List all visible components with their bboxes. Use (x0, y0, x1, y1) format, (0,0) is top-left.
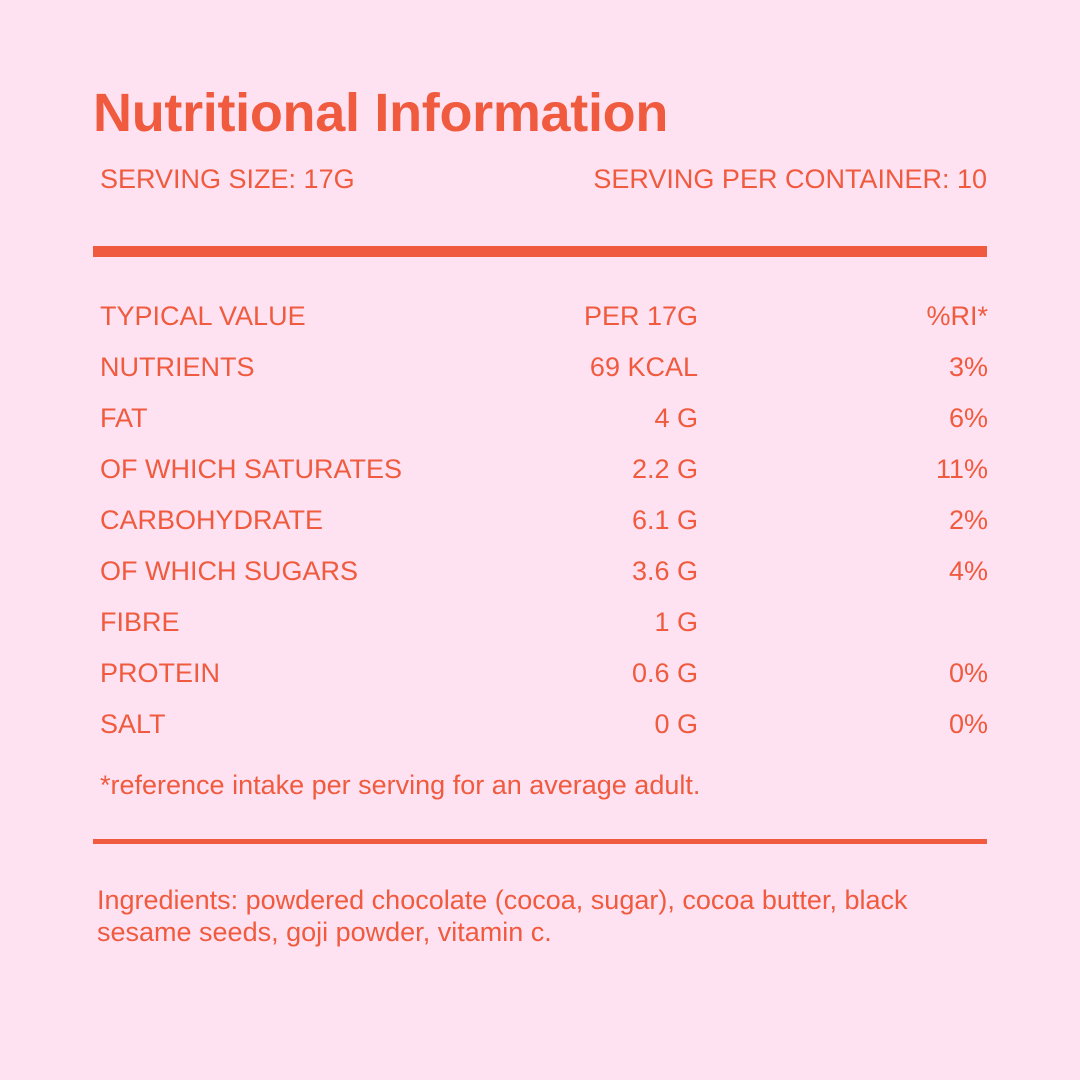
servings-per-container: SERVING PER CONTAINER: 10 (593, 164, 987, 194)
nutrient-name: PROTEIN (100, 658, 221, 688)
table-row: NUTRIENTS 69 KCAL 3% (100, 342, 988, 393)
nutrient-name: NUTRIENTS (100, 352, 255, 382)
nutrient-amount: 0 G (654, 709, 698, 739)
ingredients-text: Ingredients: powdered chocolate (cocoa, … (97, 885, 908, 947)
nutrient-amount: 0.6 G (631, 658, 698, 688)
nutrient-ri: 0% (948, 709, 988, 739)
table-row: FAT 4 G 6% (100, 393, 988, 444)
reference-intake-footnote: *reference intake per serving for an ave… (100, 770, 701, 800)
table-row: SALT 0 G 0% (100, 699, 988, 750)
nutrition-table: TYPICAL VALUE PER 17G %RI* NUTRIENTS 69 … (100, 291, 988, 750)
nutrient-ri: 2% (948, 505, 988, 535)
page-title: Nutritional Information (93, 83, 669, 143)
header-reference-intake: %RI* (926, 301, 988, 331)
nutrient-amount: 1 G (654, 607, 698, 637)
table-row: OF WHICH SUGARS 3.6 G 4% (100, 546, 988, 597)
nutrient-amount: 3.6 G (631, 556, 698, 586)
nutrient-name: FIBRE (100, 607, 180, 637)
nutrient-amount: 2.2 G (631, 454, 698, 484)
nutrient-ri: 3% (948, 352, 988, 382)
header-typical-value: TYPICAL VALUE (100, 301, 306, 331)
serving-size: SERVING SIZE: 17G (100, 164, 355, 194)
table-header-row: TYPICAL VALUE PER 17G %RI* (100, 291, 988, 342)
nutrient-ri: 0% (948, 658, 988, 688)
nutrient-name: SALT (100, 709, 166, 739)
nutrient-ri: 11% (935, 454, 988, 484)
table-row: PROTEIN 0.6 G 0% (100, 648, 988, 699)
table-row: CARBOHYDRATE 6.1 G 2% (100, 495, 988, 546)
table-row: OF WHICH SATURATES 2.2 G 11% (100, 444, 988, 495)
nutrient-name: OF WHICH SATURATES (100, 454, 402, 484)
thick-divider (93, 246, 987, 257)
nutrient-ri: 6% (948, 403, 988, 433)
thin-divider (93, 839, 987, 844)
nutrient-amount: 69 KCAL (589, 352, 698, 382)
header-per-serving: PER 17G (583, 301, 698, 331)
nutrient-ri: 4% (948, 556, 988, 586)
nutrient-amount: 4 G (654, 403, 698, 433)
table-row: FIBRE 1 G (100, 597, 988, 648)
nutrient-name: OF WHICH SUGARS (100, 556, 359, 586)
nutrient-name: CARBOHYDRATE (100, 505, 324, 535)
nutrient-name: FAT (100, 403, 148, 433)
nutrient-amount: 6.1 G (631, 505, 698, 535)
serving-info: SERVING SIZE: 17G SERVING PER CONTAINER:… (100, 160, 987, 198)
